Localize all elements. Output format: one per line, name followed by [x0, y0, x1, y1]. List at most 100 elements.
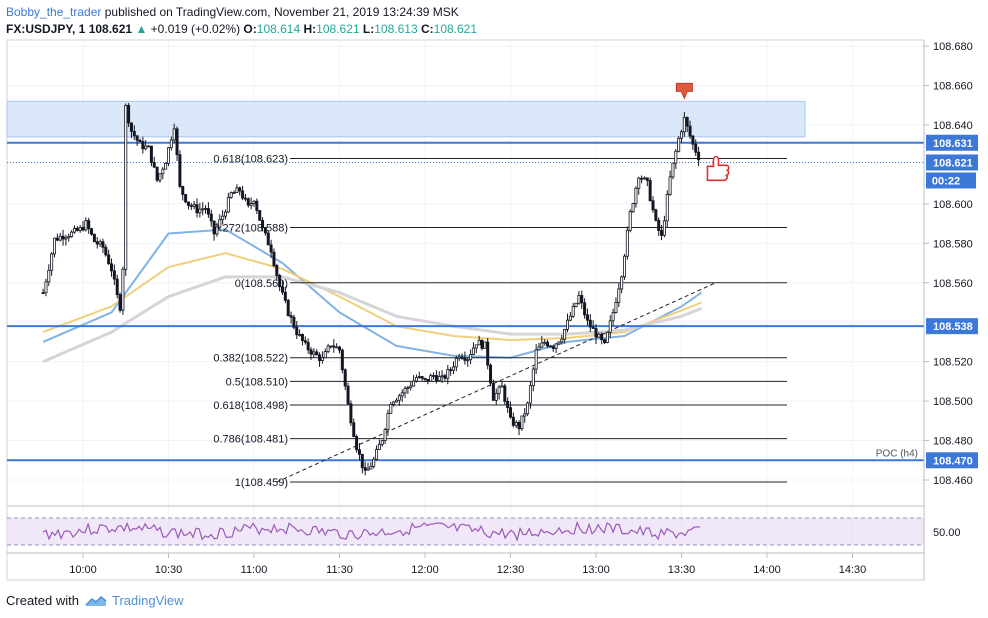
candle-body — [506, 401, 510, 409]
candle-body — [557, 341, 561, 345]
candle-body — [75, 227, 79, 231]
candle-body — [457, 356, 461, 359]
candle-body — [337, 346, 341, 351]
candle-body — [372, 458, 376, 467]
candle-body — [292, 316, 296, 328]
candle-body — [309, 349, 313, 355]
candle-body — [514, 422, 518, 426]
candle-body — [691, 135, 695, 145]
candle-body — [477, 339, 481, 346]
candle-body — [403, 388, 407, 394]
candle-body — [651, 200, 655, 211]
created-with-text: Created with — [6, 593, 79, 608]
candle-body — [332, 345, 336, 348]
candle-body — [463, 357, 467, 361]
candle-body — [508, 407, 512, 418]
candle-body — [209, 213, 213, 222]
price-tick-label: 108.600 — [933, 199, 973, 211]
candle-body — [343, 369, 347, 387]
candle-body — [503, 385, 507, 402]
price-tick-label: 108.560 — [933, 278, 973, 290]
price-label-text: 108.621 — [933, 157, 973, 169]
time-tick-label: 13:00 — [582, 564, 610, 576]
candle-body — [346, 385, 350, 405]
candle-body — [212, 220, 216, 235]
candle-body — [625, 229, 629, 257]
candle-body — [169, 139, 173, 149]
symbol-line: FX:USDJPY, 1 108.621 ▲ +0.019 (+0.02%) O… — [6, 22, 477, 37]
candle-body — [295, 326, 299, 336]
candle-body — [380, 440, 384, 445]
open-label: O: — [243, 22, 257, 36]
price-axis[interactable]: 108.680 108.660 108.640 108.600 108.580 108.5… — [924, 41, 973, 539]
time-tick-label: 11:30 — [326, 564, 353, 576]
time-axis[interactable]: 10:00 10:30 11:00 11:30 12:00 12:30 13:00 13:30… — [69, 553, 866, 576]
candle-body — [357, 449, 361, 455]
candle-body — [303, 340, 307, 343]
candle-body — [697, 151, 701, 161]
candle-body — [665, 194, 669, 222]
candle-body — [161, 168, 165, 175]
candle-body — [634, 187, 638, 204]
candle-body — [229, 192, 233, 198]
candle-body — [186, 201, 190, 206]
candle-body — [585, 314, 589, 321]
candle-body — [617, 288, 621, 303]
time-tick-label: 13:30 — [668, 564, 696, 576]
tradingview-logo-icon — [85, 595, 107, 606]
candle-body — [668, 176, 672, 195]
trendline-dashed — [276, 282, 716, 483]
candle-body — [451, 366, 455, 371]
low-value: 108.613 — [374, 22, 418, 36]
candle-body — [53, 237, 57, 255]
candle-body — [480, 339, 484, 349]
candle-body — [201, 208, 205, 211]
candle-body — [568, 315, 572, 321]
candle-body — [494, 392, 498, 401]
candle-body — [648, 180, 652, 202]
candle-body — [605, 331, 609, 343]
author-link[interactable]: Bobby_the_trader — [6, 5, 102, 19]
candle-body — [660, 230, 664, 236]
time-tick-label: 14:00 — [753, 564, 781, 576]
price-tick-label: 108.500 — [933, 396, 973, 408]
candle-body — [406, 387, 410, 389]
candle-body — [189, 205, 193, 207]
candle-body — [144, 145, 148, 150]
trendline — [276, 282, 716, 483]
candle-body — [574, 302, 578, 307]
up-arrow-icon: ▲ — [135, 22, 148, 36]
price-labels: 108.631 108.621 00:22 108.538 108.470 — [926, 134, 978, 469]
candle-body — [263, 227, 267, 234]
candle-body — [178, 154, 182, 187]
candle-body — [486, 341, 490, 366]
candle-body — [269, 244, 273, 253]
candle-body — [603, 339, 607, 343]
candle-body — [78, 226, 82, 231]
low-label: L: — [362, 22, 375, 36]
time-tick-label: 14:30 — [839, 564, 867, 576]
tradingview-brand[interactable]: TradingView — [112, 593, 184, 608]
rsi-tick-label: 50.00 — [933, 527, 961, 539]
candle-body — [662, 220, 666, 236]
candle-body — [491, 382, 495, 401]
candle-body — [184, 194, 188, 203]
candle-body — [252, 200, 256, 204]
candle-body — [286, 299, 290, 317]
candle-body — [460, 356, 464, 359]
candle-body — [386, 412, 390, 430]
candle-body — [611, 312, 615, 322]
price-tick-label: 108.640 — [933, 120, 973, 132]
candle-body — [70, 231, 74, 237]
candle-body — [61, 235, 65, 240]
candle-body — [181, 185, 185, 195]
candle-body — [443, 375, 447, 379]
candle-body — [158, 173, 162, 181]
fib-level-label: 0.786(108.481) — [213, 434, 288, 446]
candle-body — [164, 162, 168, 170]
candle-body — [138, 139, 142, 142]
candle-body — [449, 369, 453, 372]
candle-body — [90, 228, 94, 235]
candle-body — [215, 226, 219, 235]
